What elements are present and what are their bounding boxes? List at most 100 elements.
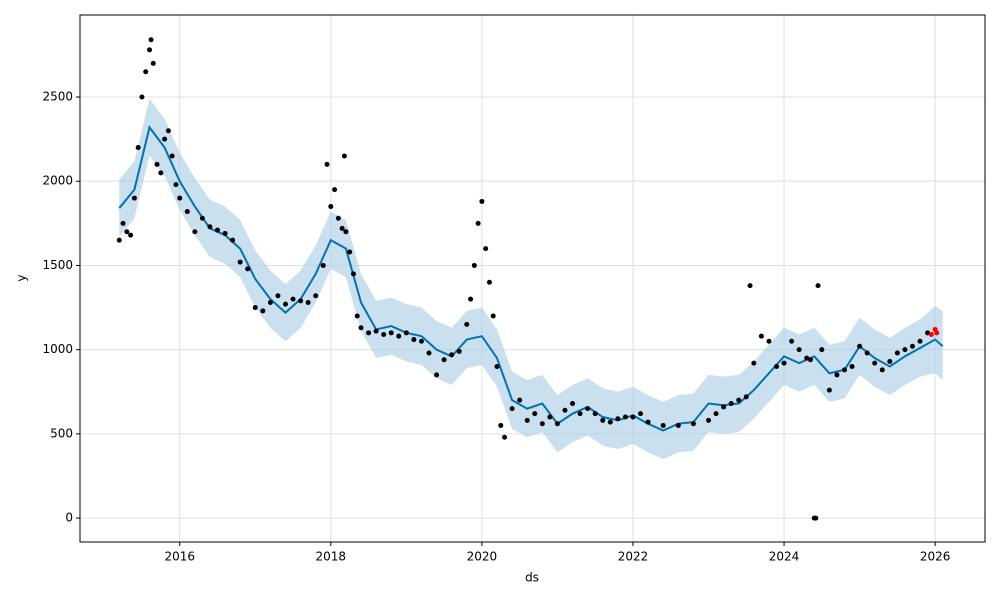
data-point xyxy=(456,348,462,354)
data-point xyxy=(441,357,447,363)
data-point xyxy=(934,330,940,336)
data-point xyxy=(135,145,141,151)
data-point xyxy=(418,338,424,344)
data-point xyxy=(464,321,470,327)
y-axis-label: y xyxy=(15,274,29,281)
data-point xyxy=(245,266,251,272)
data-point xyxy=(396,333,402,339)
data-point xyxy=(502,434,508,440)
data-point xyxy=(813,515,819,521)
x-tick-label: 2022 xyxy=(618,550,649,564)
data-point xyxy=(728,401,734,407)
data-point xyxy=(139,94,145,100)
data-point xyxy=(173,182,179,188)
uncertainty-band xyxy=(119,98,943,460)
data-point xyxy=(554,421,560,427)
data-point xyxy=(902,347,908,353)
plot-frame xyxy=(79,14,986,543)
data-point xyxy=(335,215,341,221)
data-point xyxy=(807,357,813,363)
data-point xyxy=(260,308,266,314)
x-tick-label: 2024 xyxy=(769,550,800,564)
data-point xyxy=(328,203,334,209)
data-point xyxy=(743,394,749,400)
data-point xyxy=(148,37,154,43)
data-point xyxy=(350,271,356,277)
data-point xyxy=(600,417,606,423)
data-point xyxy=(177,195,183,201)
data-point xyxy=(116,237,122,243)
data-point xyxy=(592,411,598,417)
data-point xyxy=(660,422,666,428)
x-tick-label: 2026 xyxy=(920,550,951,564)
data-point xyxy=(381,332,387,338)
data-point xyxy=(585,406,591,412)
data-point xyxy=(887,358,893,364)
data-point xyxy=(282,301,288,307)
x-axis-label: ds xyxy=(525,571,539,585)
data-point xyxy=(539,421,545,427)
y-tick-label: 2000 xyxy=(42,174,73,188)
data-point xyxy=(547,414,553,420)
data-point xyxy=(320,262,326,268)
data-point xyxy=(894,350,900,356)
data-point xyxy=(324,161,330,167)
data-point xyxy=(815,283,821,289)
data-point xyxy=(162,136,168,142)
data-point xyxy=(841,367,847,373)
data-point xyxy=(736,397,742,403)
data-point xyxy=(146,47,152,53)
data-point xyxy=(804,355,810,361)
data-point xyxy=(607,419,613,425)
data-point xyxy=(622,414,628,420)
data-point xyxy=(857,343,863,349)
x-tick-label: 2016 xyxy=(164,550,195,564)
data-point xyxy=(341,153,347,159)
data-point xyxy=(158,170,164,176)
data-point xyxy=(403,330,409,336)
y-tick-label: 1500 xyxy=(42,258,73,272)
data-point xyxy=(532,411,538,417)
y-tick-label: 500 xyxy=(50,426,73,440)
data-point xyxy=(214,227,220,233)
data-point xyxy=(339,225,345,231)
data-point xyxy=(305,300,311,306)
data-point xyxy=(252,305,258,311)
data-point xyxy=(758,333,764,339)
data-point xyxy=(347,249,353,255)
data-point xyxy=(275,293,281,299)
data-point xyxy=(354,313,360,319)
data-point xyxy=(449,352,455,358)
data-point xyxy=(796,347,802,353)
data-point xyxy=(128,232,134,238)
data-point xyxy=(615,416,621,422)
data-point xyxy=(267,300,273,306)
data-point xyxy=(781,360,787,366)
data-point xyxy=(509,406,515,412)
data-point xyxy=(766,338,772,344)
data-point xyxy=(879,367,885,373)
data-point xyxy=(925,330,931,336)
data-point xyxy=(290,296,296,302)
data-point xyxy=(120,220,126,226)
x-tick-label: 2018 xyxy=(316,550,347,564)
data-point xyxy=(747,283,753,289)
data-point xyxy=(169,153,175,159)
data-point xyxy=(199,215,205,221)
data-point xyxy=(230,237,236,243)
data-point xyxy=(872,360,878,366)
data-point xyxy=(471,262,477,268)
data-point xyxy=(468,296,474,302)
data-point xyxy=(826,387,832,393)
data-point xyxy=(486,279,492,285)
data-point xyxy=(373,328,379,334)
data-point xyxy=(690,421,696,427)
data-point xyxy=(577,411,583,417)
data-point xyxy=(154,161,160,167)
data-point xyxy=(366,330,372,336)
forecast-line xyxy=(118,125,944,432)
data-point xyxy=(434,372,440,378)
data-point xyxy=(706,417,712,423)
data-point xyxy=(313,293,319,299)
